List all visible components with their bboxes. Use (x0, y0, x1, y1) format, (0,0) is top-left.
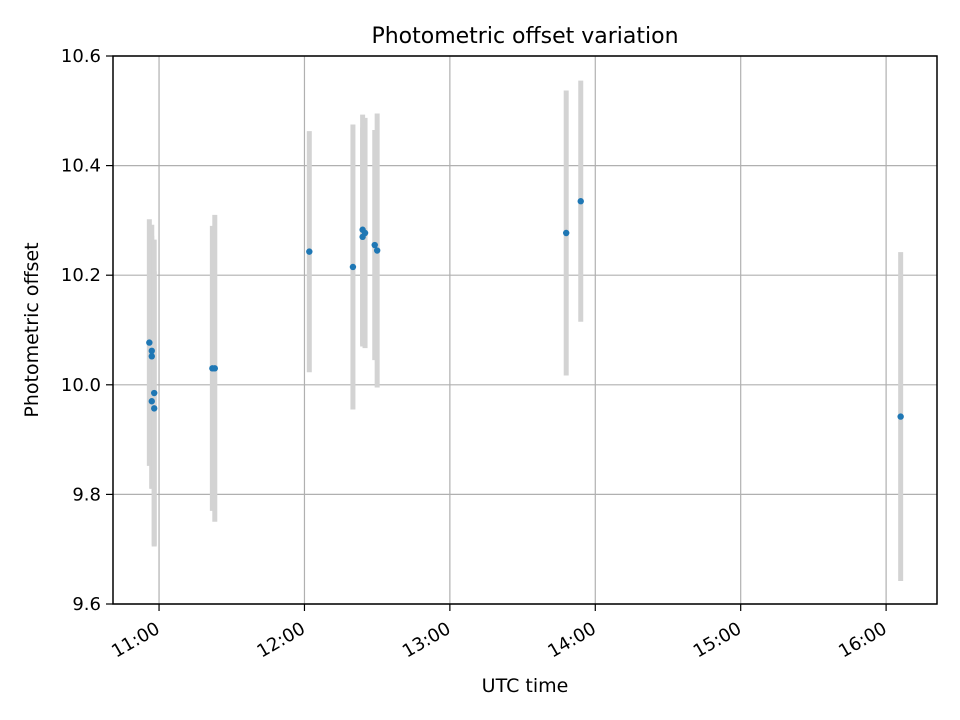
data-point (148, 353, 155, 360)
y-tick-label: 10.0 (61, 375, 101, 396)
data-point (151, 389, 158, 397)
errorbar-layer (146, 80, 904, 581)
plot-frame (112, 55, 938, 605)
data-point (146, 339, 153, 346)
data-point (373, 247, 381, 254)
chart-title: Photometric offset variation (371, 24, 678, 49)
data-point (897, 413, 904, 420)
x-tick-label: 13:00 (399, 618, 454, 662)
x-tick-label: 16:00 (835, 618, 890, 662)
y-tick-label: 10.6 (61, 46, 101, 67)
data-point (371, 241, 378, 249)
x-tick-label: 14:00 (544, 618, 599, 662)
y-tick-label: 10.4 (61, 156, 101, 177)
data-point (148, 347, 155, 355)
data-point (361, 229, 369, 237)
point-layer (146, 198, 904, 420)
x-tick-label: 12:00 (254, 618, 309, 662)
data-point (563, 229, 570, 237)
data-point (306, 248, 313, 255)
x-axis-title: UTC time (482, 675, 569, 697)
x-tick-label: 11:00 (108, 618, 163, 662)
grid-layer (113, 55, 937, 605)
data-point (349, 263, 357, 271)
y-tick-label: 9.8 (72, 484, 101, 505)
y-axis-title: Photometric offset (21, 242, 43, 417)
data-point (148, 398, 155, 405)
data-point (151, 405, 158, 412)
y-tick-label: 9.6 (72, 594, 101, 615)
y-tick-label: 10.2 (61, 265, 101, 286)
data-point (211, 365, 218, 372)
axis-layer: 11:00 12:00 13:00 14:00 15:00 16:00 9.6 9.8 10.0… (61, 46, 891, 662)
data-point (577, 198, 584, 205)
x-tick-label: 15:00 (690, 618, 745, 662)
